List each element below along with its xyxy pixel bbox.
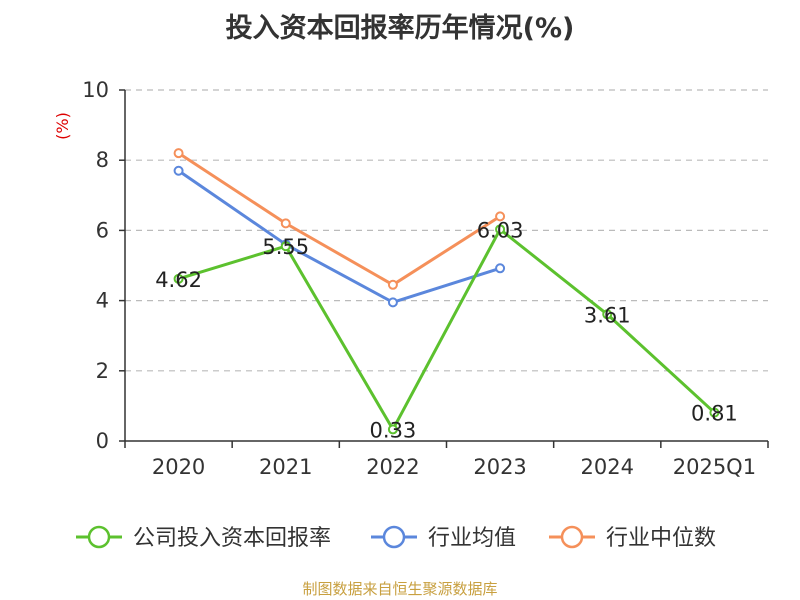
series-0 [173,224,720,435]
series-0-line [178,227,716,431]
series-1-point-2022 [387,297,398,308]
x-tick-label-2025Q1: 2025Q1 [673,455,756,479]
series-2-point-2023 [495,211,506,222]
data-label-layer: 4.62 5.55 0.33 6.03 3.61 0.81 [155,218,738,442]
legend-item-1: 行业均值 [371,525,516,551]
series-layer [173,148,720,435]
grid-layer [125,89,768,372]
series-1-line [177,169,501,304]
series-1-point-2023 [495,263,506,274]
legend-label-1: 行业均值 [428,526,516,551]
y-tick-label-8: 8 [96,148,109,172]
series-2-point-2020 [173,148,184,159]
data-label-2023: 6.03 [477,218,524,242]
series-0-point-2022 [387,424,398,435]
x-tick-label-2021: 2021 [259,455,312,479]
series-2-line [177,151,501,287]
series-0-point-2023 [495,224,506,235]
series-1 [173,165,506,308]
x-tick-label-2024: 2024 [581,455,634,479]
y-tick-label-10: 10 [82,78,109,102]
x-tick-label-2022: 2022 [366,455,419,479]
x-tick-label-2020: 2020 [152,455,205,479]
legend-marker-1 [382,525,406,549]
axis-layer: 0 2 4 6 8 10 2020 2021 2022 2023 2024 2025Q1 [82,78,769,479]
legend-marker-0 [87,525,111,549]
data-label-2020: 4.62 [155,268,202,292]
series-2-point-2021 [280,218,291,229]
series-0-point-2021 [280,241,291,252]
series-0-point-2020 [173,273,184,284]
data-label-2021: 5.55 [262,235,309,259]
series-1-point-2020 [173,165,184,176]
series-0-point-2025Q1 [709,407,720,418]
y-tick-label-2: 2 [96,359,109,383]
series-2-point-2022 [387,279,398,290]
source-footer: 制图数据来自恒生聚源数据库 [302,580,498,598]
legend-label-2: 行业中位数 [606,526,716,551]
legend-item-2: 行业中位数 [549,525,716,551]
data-label-2025Q1: 0.81 [691,402,738,426]
data-label-2022: 0.33 [370,418,417,442]
data-label-2024: 3.61 [584,303,631,327]
legend-item-0: 公司投入资本回报率 [76,525,331,551]
y-tick-label-0: 0 [96,429,109,453]
x-tick-label-2023: 2023 [473,455,526,479]
y-tick-label-4: 4 [96,289,109,313]
series-0-point-2024 [602,309,613,320]
y-tick-label-6: 6 [96,218,109,242]
legend-marker-2 [560,525,584,549]
series-2 [173,148,506,290]
chart-title: 投入资本回报率历年情况(%) [225,13,575,44]
legend-label-0: 公司投入资本回报率 [133,526,331,551]
legend: 公司投入资本回报率 行业均值 行业中位数 [76,525,716,551]
y-axis-label: (%) [53,112,72,140]
